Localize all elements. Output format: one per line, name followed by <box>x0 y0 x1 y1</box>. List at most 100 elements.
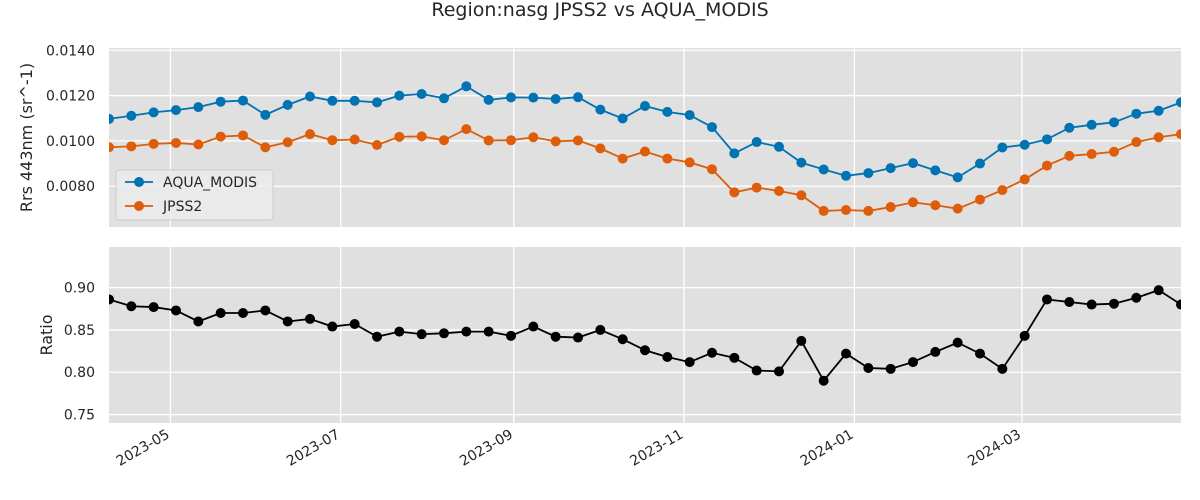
data-point <box>662 352 673 362</box>
data-point <box>997 363 1008 374</box>
data-point <box>193 316 204 327</box>
data-point <box>439 328 449 339</box>
data-point <box>729 187 740 198</box>
y-tick-label: 0.85 <box>64 323 95 339</box>
data-point <box>573 92 583 103</box>
legend-marker <box>134 201 144 211</box>
data-point <box>394 326 405 337</box>
legend-frame <box>115 169 274 221</box>
data-point <box>1153 105 1164 116</box>
data-point <box>617 153 628 164</box>
data-point <box>997 142 1008 153</box>
data-point <box>863 205 874 216</box>
data-point <box>109 142 114 153</box>
data-point <box>171 305 181 316</box>
data-point <box>818 375 829 386</box>
data-point <box>997 185 1008 196</box>
y-tick-label: 0.0120 <box>46 89 95 105</box>
bottom-plot-background <box>109 247 1181 423</box>
data-point <box>885 363 896 374</box>
data-point <box>550 93 561 104</box>
data-point <box>372 139 382 150</box>
legend: AQUA_MODIS JPSS2 <box>115 169 274 221</box>
data-point <box>573 135 583 146</box>
data-point <box>461 124 472 135</box>
top-y-tick-labels: 0.0080 0.0100 0.0120 0.0140 <box>46 43 95 195</box>
data-point <box>1131 292 1142 303</box>
data-point <box>796 157 807 168</box>
data-point <box>885 163 896 174</box>
bottom-plot-panel: 0.750.800.850.90 Ratio 2023-05 2023-07 202… <box>37 247 1181 470</box>
top-series-markers <box>109 81 1181 216</box>
data-point <box>774 185 784 196</box>
data-point <box>550 331 561 342</box>
data-point <box>1019 139 1030 150</box>
data-point <box>372 97 382 108</box>
bottom-series-markers <box>109 285 1181 386</box>
data-point <box>617 113 628 124</box>
data-point <box>1109 298 1119 309</box>
data-point <box>305 313 315 324</box>
data-point <box>305 91 315 102</box>
data-point <box>751 182 762 193</box>
data-point <box>148 302 159 313</box>
data-point <box>126 110 137 121</box>
legend-label: JPSS2 <box>162 199 202 215</box>
data-point <box>260 109 271 120</box>
data-point <box>282 137 293 148</box>
data-point <box>260 142 271 153</box>
data-point <box>1042 160 1052 171</box>
data-point <box>841 348 851 359</box>
data-point <box>707 122 717 133</box>
data-point <box>1153 132 1164 143</box>
x-tick-label: 2023-09 <box>457 427 516 470</box>
data-point <box>215 96 226 107</box>
data-point <box>126 141 137 152</box>
data-point <box>215 131 226 142</box>
data-point <box>952 172 963 183</box>
data-point <box>975 158 985 169</box>
data-point <box>908 158 918 169</box>
data-point <box>327 321 338 332</box>
data-point <box>595 324 606 335</box>
data-point <box>416 131 427 142</box>
x-tick-labels: 2023-05 2023-07 2023-09 2023-11 2024-01 2024-… <box>114 427 1024 470</box>
data-point <box>394 131 405 142</box>
data-point <box>930 200 941 211</box>
data-point <box>193 139 204 150</box>
data-point <box>818 205 829 216</box>
data-point <box>394 90 405 101</box>
bottom-y-tick-labels: 0.75 0.80 0.85 0.90 <box>64 281 95 424</box>
data-point <box>260 305 271 316</box>
data-point <box>729 352 740 363</box>
legend-label: AQUA_MODIS <box>163 175 257 191</box>
data-point <box>930 165 941 176</box>
data-point <box>1019 174 1030 185</box>
data-point <box>640 345 650 356</box>
data-point <box>1176 129 1181 140</box>
y-tick-label: 0.0100 <box>46 134 95 150</box>
data-point <box>774 366 784 377</box>
data-point <box>684 357 695 368</box>
data-point <box>1086 149 1097 160</box>
data-point <box>416 329 427 340</box>
data-point <box>327 135 338 146</box>
data-point <box>908 357 918 368</box>
x-tick-label: 2024-01 <box>798 427 857 470</box>
data-point <box>796 335 807 346</box>
data-point <box>528 92 539 103</box>
data-point <box>238 130 248 141</box>
data-point <box>349 319 360 329</box>
data-point <box>148 138 159 149</box>
data-point <box>952 337 963 348</box>
y-tick-label: 0.90 <box>64 281 95 297</box>
data-point <box>327 95 338 106</box>
data-point <box>684 157 695 168</box>
data-point <box>1086 299 1097 310</box>
data-point <box>1064 297 1075 307</box>
data-point <box>171 105 181 116</box>
x-tick-label: 2023-11 <box>627 427 686 470</box>
data-point <box>461 326 472 337</box>
data-point <box>975 194 985 205</box>
data-point <box>483 94 494 105</box>
